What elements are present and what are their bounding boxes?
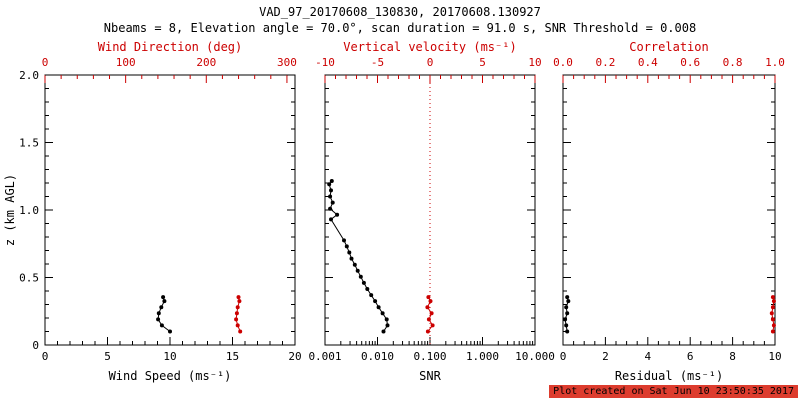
svg-text:200: 200 [196, 56, 216, 69]
wind-direction-axis-label: Wind Direction (deg) [98, 40, 243, 54]
panel-snr: 0.001 0.010 0.100 1.000 10.000 -10 -5 0 5 10 [308, 56, 554, 363]
vertical-velocity-axis-label: Vertical velocity (ms⁻¹) [343, 40, 516, 54]
panel-frame [562, 74, 776, 346]
svg-text:0: 0 [32, 339, 39, 352]
plot-subtitle: Nbeams = 8, Elevation angle = 70.0°, sca… [104, 21, 696, 35]
svg-text:4: 4 [644, 350, 651, 363]
snr-profile-series [327, 179, 390, 334]
svg-text:0.010: 0.010 [361, 350, 394, 363]
svg-text:1.5: 1.5 [19, 137, 39, 150]
svg-text:5: 5 [104, 350, 111, 363]
svg-text:1.0: 1.0 [19, 204, 39, 217]
svg-text:300: 300 [277, 56, 297, 69]
svg-text:0.001: 0.001 [308, 350, 341, 363]
footer-text: Plot created on Sat Jun 10 23:50:35 2017 [553, 386, 794, 397]
svg-text:10.000: 10.000 [515, 350, 555, 363]
svg-text:1.0: 1.0 [765, 56, 785, 69]
svg-text:5: 5 [479, 56, 486, 69]
vertical-velocity-series [425, 295, 435, 334]
svg-text:8: 8 [729, 350, 736, 363]
plot-title: VAD_97_20170608_130830, 20170608.130927 [259, 5, 541, 19]
svg-text:-10: -10 [315, 56, 335, 69]
wind-direction-series [234, 295, 243, 334]
svg-text:0: 0 [560, 350, 567, 363]
y-axis-label: z (km AGL) [3, 174, 17, 246]
svg-text:0.2: 0.2 [595, 56, 615, 69]
svg-text:10: 10 [768, 350, 781, 363]
svg-text:1.000: 1.000 [466, 350, 499, 363]
svg-text:0.100: 0.100 [413, 350, 446, 363]
svg-text:10: 10 [528, 56, 541, 69]
correlation-axis-label: Correlation [629, 40, 708, 54]
svg-text:10: 10 [163, 350, 176, 363]
svg-text:0.8: 0.8 [723, 56, 743, 69]
svg-text:100: 100 [116, 56, 136, 69]
svg-text:0.5: 0.5 [19, 272, 39, 285]
correlation-series [769, 295, 776, 334]
svg-text:0.0: 0.0 [553, 56, 573, 69]
panel-frame [44, 74, 296, 346]
residual-series [563, 295, 571, 334]
svg-text:15: 15 [226, 350, 239, 363]
svg-text:2: 2 [602, 350, 609, 363]
wind-speed-axis-label: Wind Speed (ms⁻¹) [109, 369, 232, 383]
snr-axis-label: SNR [419, 369, 441, 383]
svg-text:0.4: 0.4 [638, 56, 658, 69]
svg-text:0: 0 [427, 56, 434, 69]
footer-timestamp: Plot created on Sat Jun 10 23:50:35 2017 [549, 385, 798, 398]
svg-text:-5: -5 [371, 56, 384, 69]
svg-text:20: 20 [288, 350, 301, 363]
residual-axis-label: Residual (ms⁻¹) [615, 369, 723, 383]
wind-speed-series [156, 295, 172, 334]
panel-residual: 0 2 4 6 8 10 0.0 0.2 0.4 0.6 0.8 1.0 [553, 56, 785, 363]
svg-text:0: 0 [42, 350, 49, 363]
svg-text:6: 6 [687, 350, 694, 363]
svg-text:0.6: 0.6 [680, 56, 700, 69]
svg-text:0: 0 [42, 56, 49, 69]
svg-text:2.0: 2.0 [19, 69, 39, 82]
